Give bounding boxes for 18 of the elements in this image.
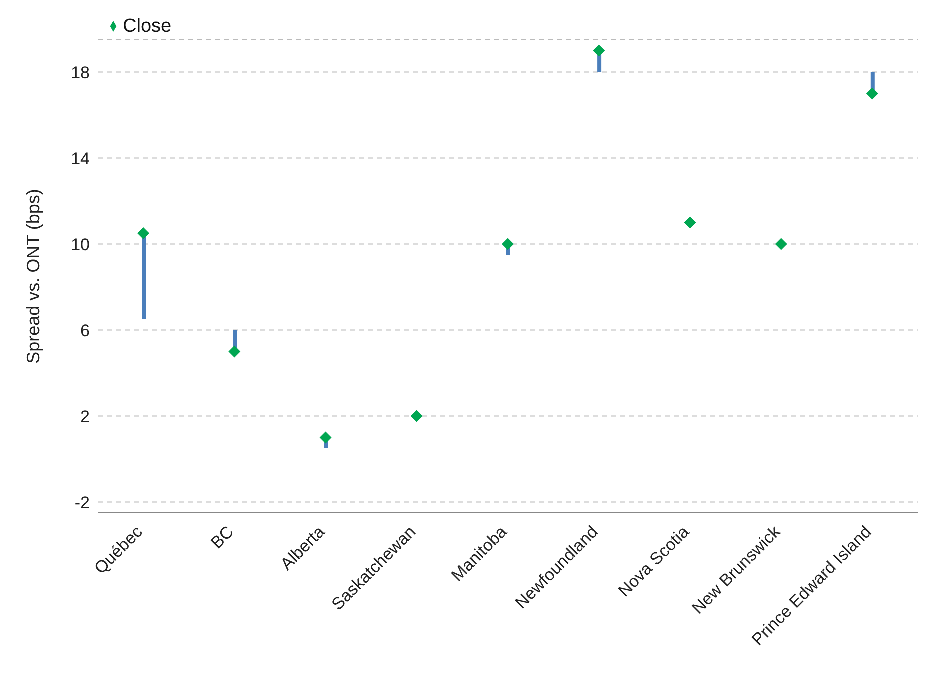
x-tick-label: BC — [207, 522, 238, 553]
legend-label: Close — [123, 16, 172, 37]
point — [502, 238, 514, 250]
y-tick-label: -2 — [74, 493, 90, 512]
y-tick-label: 14 — [71, 149, 90, 168]
point — [138, 228, 150, 240]
y-axis-title: Spread vs. ONT (bps) — [23, 189, 44, 364]
point — [410, 410, 423, 422]
y-tick-label: 10 — [71, 235, 90, 254]
y-tick-label: 6 — [80, 321, 90, 340]
point — [228, 346, 241, 358]
y-tick-label: 2 — [80, 407, 90, 426]
point — [866, 88, 878, 100]
point — [775, 238, 788, 250]
point — [320, 432, 332, 444]
y-tick-label: 18 — [71, 63, 90, 82]
point — [684, 216, 696, 229]
point — [593, 44, 606, 57]
